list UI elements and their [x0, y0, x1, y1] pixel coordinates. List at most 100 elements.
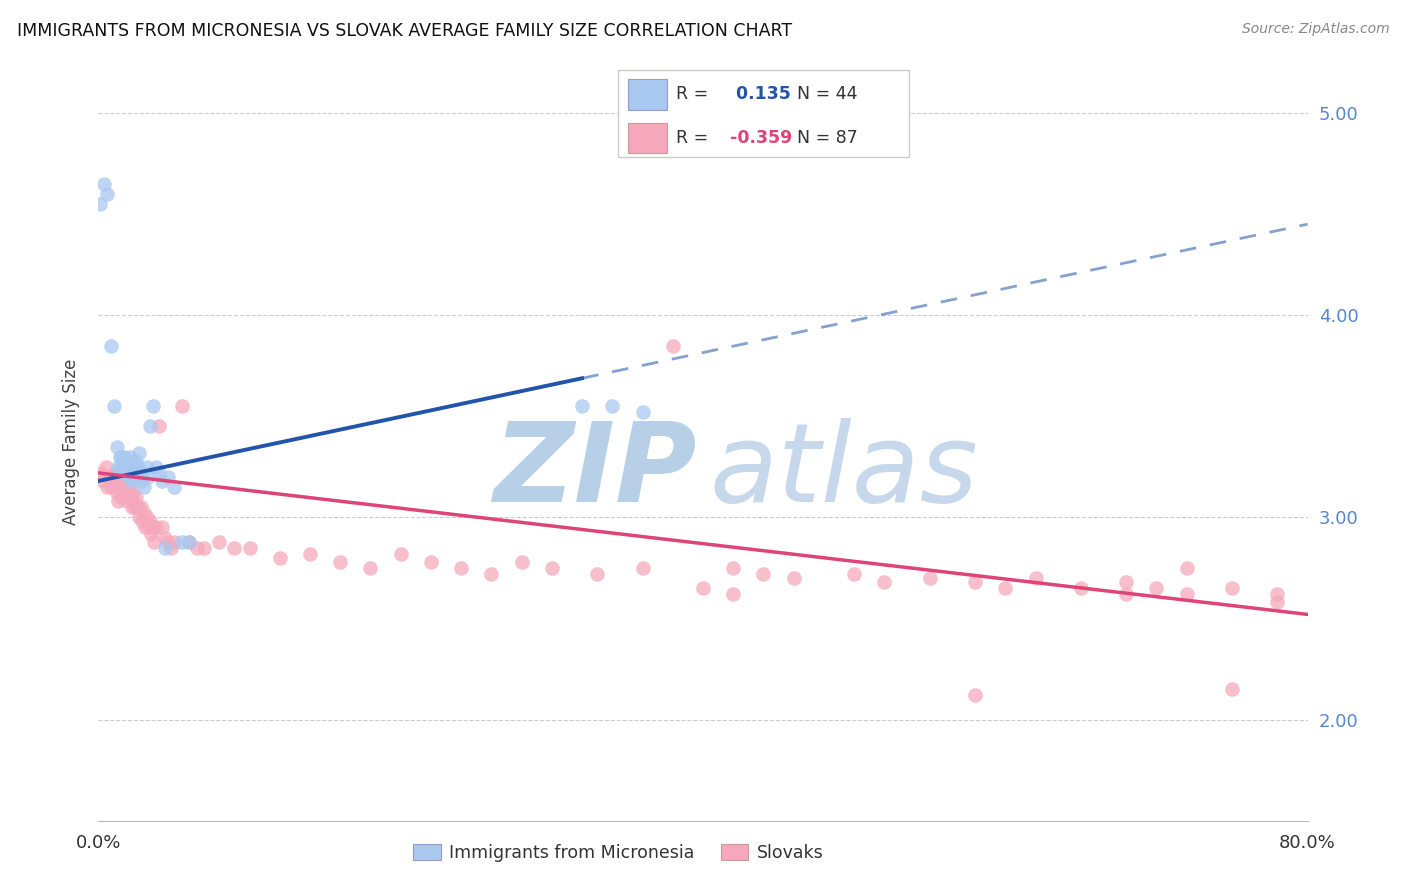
Point	[1024, 571, 1046, 585]
Point	[193, 541, 215, 555]
Point	[139, 419, 162, 434]
Point	[145, 520, 167, 534]
Point	[239, 541, 262, 555]
Point	[150, 474, 173, 488]
Point	[510, 555, 533, 569]
Point	[153, 541, 176, 555]
Point	[389, 547, 412, 561]
Point	[965, 688, 987, 702]
Text: -0.359: -0.359	[730, 129, 792, 147]
Point	[170, 534, 193, 549]
Point	[129, 474, 152, 488]
Point	[141, 526, 163, 541]
Point	[1070, 581, 1092, 595]
Point	[170, 399, 193, 413]
Point	[420, 555, 443, 569]
Point	[873, 575, 896, 590]
Point	[110, 474, 132, 488]
Point	[101, 470, 124, 484]
Point	[139, 515, 162, 529]
Point	[163, 480, 186, 494]
Point	[156, 534, 179, 549]
Point	[125, 490, 148, 504]
Point	[118, 470, 141, 484]
Point	[723, 561, 745, 575]
Point	[150, 520, 173, 534]
Point	[208, 534, 231, 549]
Point	[112, 480, 135, 494]
Point	[127, 500, 149, 515]
Point	[1175, 587, 1198, 601]
Point	[1267, 595, 1289, 609]
Point	[114, 466, 136, 480]
Text: 0.135: 0.135	[730, 86, 790, 103]
Point	[108, 480, 131, 494]
Point	[450, 561, 472, 575]
Point	[186, 541, 208, 555]
Point	[148, 466, 170, 480]
Point	[121, 486, 143, 500]
Point	[661, 338, 683, 352]
Point	[105, 440, 128, 454]
Point	[100, 338, 122, 352]
Point	[124, 470, 146, 484]
Point	[586, 566, 609, 581]
Point	[1115, 575, 1137, 590]
Text: IMMIGRANTS FROM MICRONESIA VS SLOVAK AVERAGE FAMILY SIZE CORRELATION CHART: IMMIGRANTS FROM MICRONESIA VS SLOVAK AVE…	[17, 22, 792, 40]
Point	[145, 459, 167, 474]
Point	[224, 541, 246, 555]
Point	[631, 405, 654, 419]
Point	[94, 459, 117, 474]
Point	[100, 480, 122, 494]
Point	[1115, 587, 1137, 601]
Point	[114, 454, 136, 468]
Point	[120, 490, 142, 504]
Point	[1267, 587, 1289, 601]
Point	[132, 506, 155, 520]
Point	[107, 494, 129, 508]
Point	[844, 566, 866, 581]
Point	[136, 520, 159, 534]
Point	[111, 486, 134, 500]
Point	[163, 534, 186, 549]
Point	[153, 531, 176, 545]
Point	[131, 466, 153, 480]
Point	[91, 474, 114, 488]
Point	[118, 459, 141, 474]
Point	[111, 466, 134, 480]
Point	[110, 450, 132, 464]
Point	[329, 555, 352, 569]
Point	[105, 486, 128, 500]
Point	[571, 399, 593, 413]
Point	[121, 474, 143, 488]
Text: atlas: atlas	[709, 418, 977, 525]
Point	[110, 459, 132, 474]
Point	[631, 561, 654, 575]
Point	[360, 561, 382, 575]
Point	[120, 450, 142, 464]
Point	[783, 571, 806, 585]
Point	[107, 459, 129, 474]
Text: ZIP: ZIP	[494, 418, 697, 525]
Point	[127, 459, 149, 474]
Point	[103, 399, 125, 413]
Point	[90, 466, 112, 480]
Legend: Immigrants from Micronesia, Slovaks: Immigrants from Micronesia, Slovaks	[406, 837, 831, 869]
Point	[994, 581, 1017, 595]
Point	[752, 566, 775, 581]
Point	[602, 399, 624, 413]
Point	[96, 186, 118, 201]
Point	[965, 575, 987, 590]
Point	[104, 466, 127, 480]
Point	[111, 454, 134, 468]
FancyBboxPatch shape	[619, 70, 908, 157]
Point	[89, 197, 111, 211]
Point	[125, 454, 148, 468]
Point	[692, 581, 714, 595]
Text: R =: R =	[676, 129, 714, 147]
Point	[132, 480, 155, 494]
Point	[723, 587, 745, 601]
Text: N = 44: N = 44	[797, 86, 858, 103]
Point	[135, 510, 157, 524]
Text: N = 87: N = 87	[797, 129, 858, 147]
